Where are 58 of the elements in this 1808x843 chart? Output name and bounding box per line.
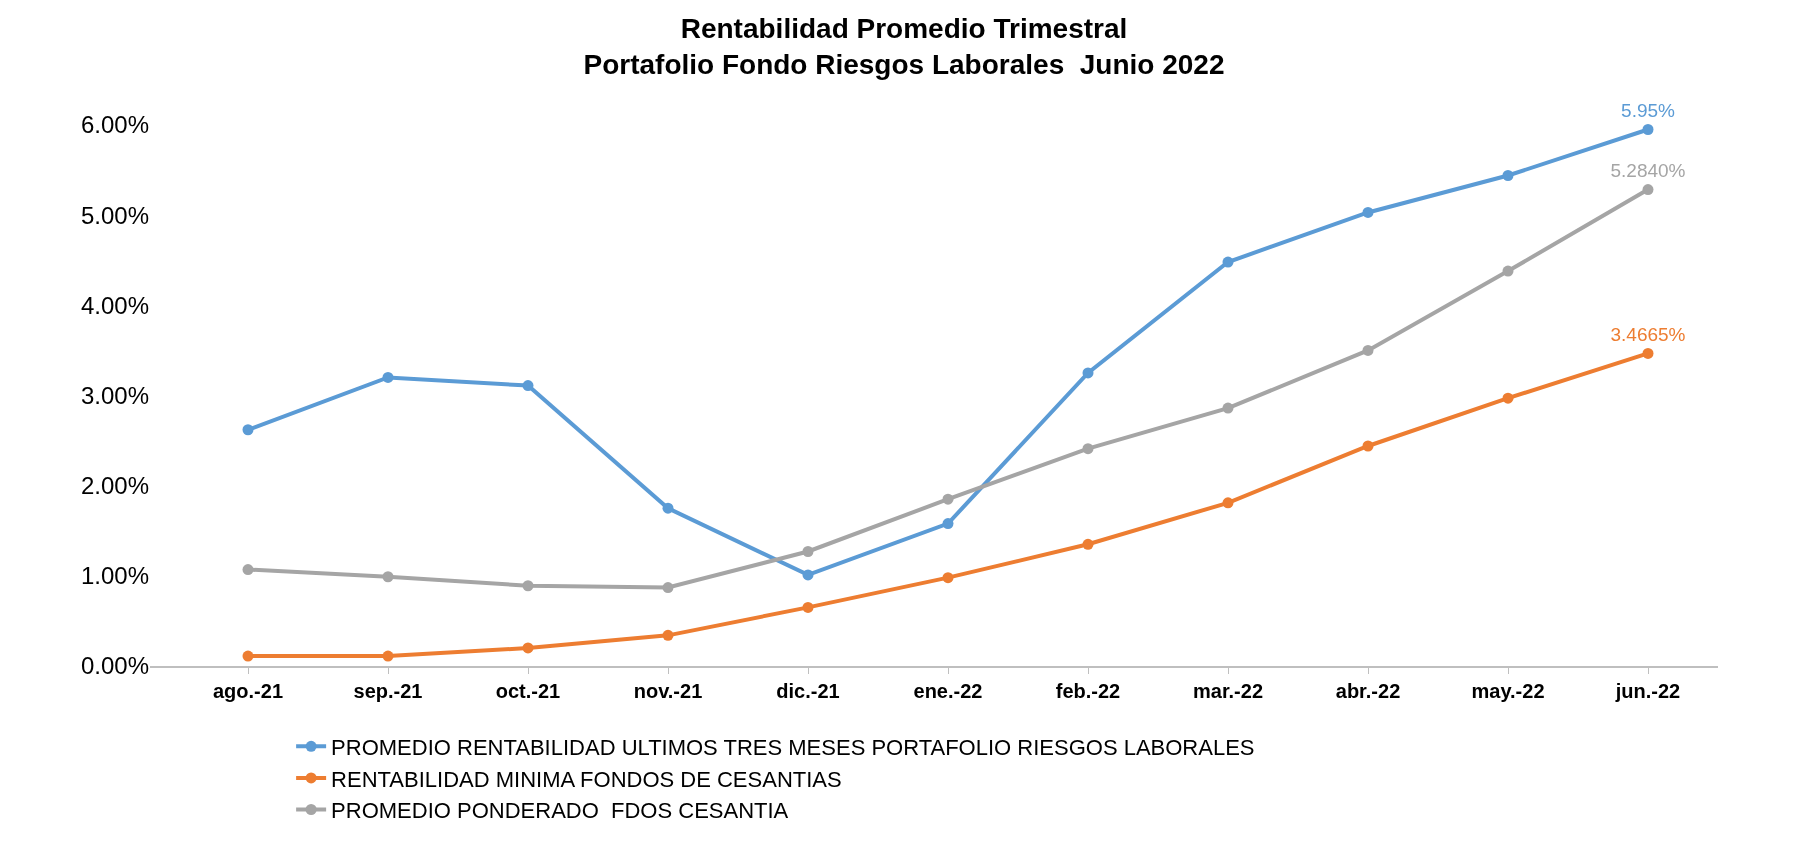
point <box>662 502 674 514</box>
x-tick-label: may.-22 <box>1471 679 1545 702</box>
x-tick-label: oct.-21 <box>495 679 561 702</box>
point <box>1362 344 1374 356</box>
point <box>942 518 954 530</box>
y-tick-label: 4.00% <box>80 291 149 319</box>
y-tick-label: 3.00% <box>80 381 149 409</box>
point <box>942 572 954 584</box>
point <box>522 380 534 392</box>
x-tick-label: dic.-21 <box>776 679 840 702</box>
x-tick-label: mar.-22 <box>1192 679 1264 702</box>
point <box>1502 265 1514 277</box>
point <box>382 571 394 583</box>
point <box>1502 169 1514 181</box>
y-tick-label: 1.00% <box>80 562 149 590</box>
chart-title: Rentabilidad Promedio Trimestral Portafolio Fondo Riesgos Laborales Junio 2022 <box>583 12 1225 81</box>
point <box>1082 538 1094 550</box>
point <box>1222 402 1234 414</box>
point <box>802 545 814 557</box>
point <box>1502 392 1514 404</box>
point <box>1222 256 1234 268</box>
x-tick-label: sep.-21 <box>353 679 423 702</box>
point <box>1082 443 1094 455</box>
point <box>662 629 674 641</box>
point <box>1362 440 1374 452</box>
x-tick-label: nov.-21 <box>633 679 703 702</box>
point <box>522 580 534 592</box>
data-label: 3.4665% <box>1610 323 1686 345</box>
legend-label: RENTABILIDAD MINIMA FONDOS DE CESANTIAS <box>331 766 842 792</box>
point <box>242 424 254 436</box>
point <box>382 371 394 383</box>
point <box>1362 206 1374 218</box>
point <box>942 493 954 505</box>
point <box>1642 184 1654 196</box>
legend-label: PROMEDIO RENTABILIDAD ULTIMOS TRES MESES PORTAFOLIO RIESGOS LABORALES <box>331 734 1255 760</box>
point <box>802 569 814 581</box>
point <box>1642 124 1654 136</box>
legend-label: PROMEDIO PONDERADO FDOS CESANTIA <box>331 798 789 824</box>
point <box>662 582 674 594</box>
x-tick-label: abr.-22 <box>1335 679 1401 702</box>
point <box>802 601 814 613</box>
point <box>1642 347 1654 359</box>
x-tick-label: ene.-22 <box>913 679 983 702</box>
point <box>382 650 394 662</box>
x-tick-label: feb.-22 <box>1055 679 1121 702</box>
y-tick-label: 6.00% <box>80 111 149 139</box>
point <box>522 642 534 654</box>
y-tick-label: 5.00% <box>80 201 149 229</box>
y-tick-label: 0.00% <box>80 652 149 680</box>
point <box>1082 367 1094 379</box>
data-label: 5.95% <box>1621 99 1676 121</box>
point <box>242 650 254 662</box>
data-label: 5.2840% <box>1610 159 1686 181</box>
y-tick-label: 2.00% <box>80 472 149 500</box>
point <box>242 564 254 576</box>
x-tick-label: ago.-21 <box>212 679 284 702</box>
point <box>1222 497 1234 509</box>
x-tick-label: jun.-22 <box>1614 679 1681 702</box>
